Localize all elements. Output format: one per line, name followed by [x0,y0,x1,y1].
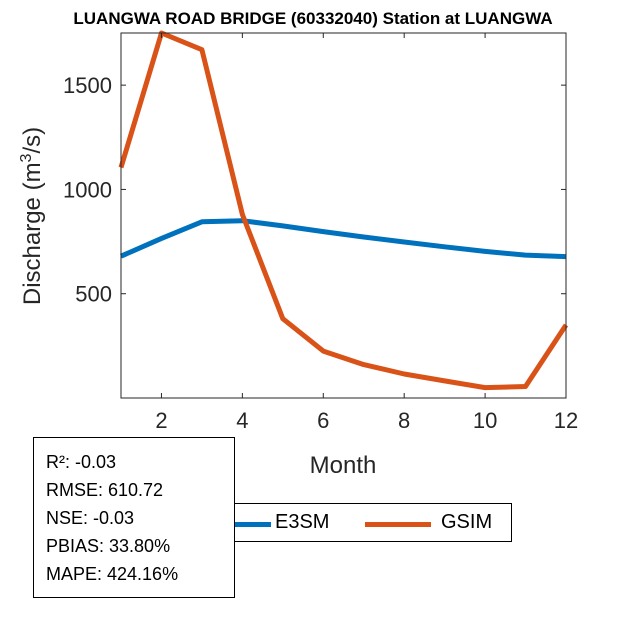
x-tick-label: 4 [236,408,248,433]
stats-box: R²: -0.03 RMSE: 610.72 NSE: -0.03 PBIAS:… [33,437,235,598]
y-tick-label: 1500 [63,73,112,98]
x-tick-label: 2 [155,408,167,433]
y-tick-label: 500 [75,282,112,307]
legend-label-e3sm: E3SM [275,511,330,533]
y-axis-label-superscript: 3 [18,153,35,162]
legend-swatch-gsim [365,522,431,527]
chart-title: LUANGWA ROAD BRIDGE (60332040) Station a… [73,9,552,28]
y-axis-label-main: Discharge (m [19,162,46,305]
stat-rmse: RMSE: 610.72 [46,480,164,500]
y-axis-label-end: /s) [19,127,46,154]
y-axis-label: Discharge (m3/s) [18,127,46,305]
stat-mape: MAPE: 424.16% [46,564,179,584]
stat-pbias: PBIAS: 33.80% [46,536,171,556]
series-line-e3sm [119,218,567,260]
y-tick-label: 1000 [63,177,112,202]
x-tick-label: 6 [317,408,329,433]
x-axis-label: Month [310,452,377,479]
legend-swatch-e3sm [235,522,271,527]
x-tick-label: 10 [473,408,497,433]
legend-label-gsim: GSIM [441,511,493,533]
stat-nse: NSE: -0.03 [46,508,135,528]
series-line-gsim [118,30,569,391]
legend: E3SM GSIM [235,503,512,542]
plot-frame [120,32,567,399]
x-tick-label: 12 [554,408,578,433]
x-tick-label: 8 [398,408,410,433]
stat-r2: R²: -0.03 [46,452,117,472]
plot-area [121,33,566,398]
